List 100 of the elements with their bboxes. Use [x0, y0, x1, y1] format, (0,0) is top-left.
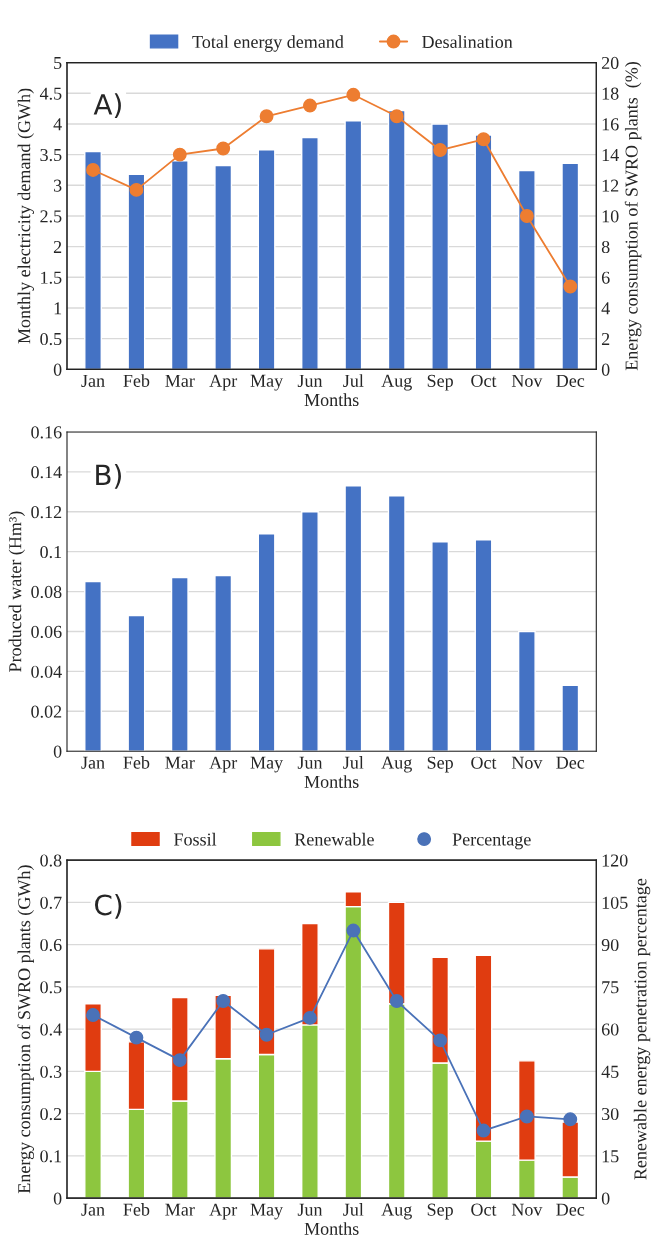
point: [172, 1053, 187, 1068]
point: [86, 1008, 100, 1023]
x-tick-label: Aug: [381, 374, 412, 391]
y-tick-label: 2: [53, 240, 62, 253]
bar: [214, 164, 233, 370]
x-tick-label: Mar: [165, 1203, 195, 1216]
x-tick-label: Feb: [123, 756, 150, 769]
y2-tick-label: 90: [601, 938, 619, 952]
x-tick-label: Feb: [123, 1203, 150, 1216]
bar: [301, 511, 319, 752]
x-tick-label: Jul: [343, 1203, 364, 1216]
bar: [257, 149, 276, 370]
x-tick-label: Aug: [381, 1203, 412, 1220]
legend-label: Total energy demand: [192, 35, 344, 52]
y-tick-label: 0.04: [31, 665, 62, 678]
y2-tick-label: 30: [602, 1107, 619, 1121]
point: [389, 994, 404, 1008]
y-tick-label: 0.14: [31, 466, 62, 479]
y2-tick-label: 0: [601, 363, 610, 376]
bar: [344, 120, 363, 370]
x-tick-label: Sep: [427, 756, 453, 773]
point: [563, 279, 578, 294]
x-tick-label: Dec: [556, 374, 585, 387]
legend-label: Renewable: [294, 832, 374, 846]
y-tick-label: 0.7: [40, 896, 62, 909]
x-tick-label: Nov: [511, 374, 543, 387]
bar: [474, 538, 493, 752]
x-tick-label: Jun: [297, 374, 323, 387]
y2-tick-label: 2: [601, 332, 610, 345]
point: [389, 109, 404, 124]
x-tick-label: Feb: [123, 374, 150, 387]
y2-tick-label: 45: [601, 1065, 619, 1078]
y-tick-label: 4: [53, 118, 62, 131]
y-tick-label: 0.6: [40, 938, 62, 952]
x-tick-label: Dec: [556, 1203, 585, 1216]
x-tick-label: Jun: [297, 756, 323, 769]
x-tick-label: May: [250, 374, 284, 391]
x-tick-label: Jun: [297, 1203, 323, 1216]
point: [519, 209, 534, 223]
y-tick-label: 3.5: [40, 148, 62, 162]
annotation: A): [93, 93, 121, 119]
y-tick-label: 0.3: [40, 1065, 62, 1078]
y-tick-label: 0.1: [40, 545, 62, 559]
y2-tick-label: 4: [601, 302, 610, 315]
y-tick-label: 0.4: [40, 1023, 62, 1036]
bar: [214, 574, 233, 752]
bar: [84, 580, 102, 752]
bar: [474, 134, 493, 370]
y-tick-label: 0.02: [31, 705, 62, 718]
y2-tick-label: 15: [602, 1150, 619, 1163]
y-tick-label: 0.06: [31, 625, 62, 638]
point: [259, 1027, 274, 1042]
point: [172, 147, 187, 162]
y2-tick-label: 8: [601, 240, 610, 254]
y2-tick-label: 10: [602, 210, 619, 223]
x-tick-label: Jan: [81, 1203, 105, 1216]
x-tick-label: Mar: [165, 374, 195, 387]
bar: [387, 109, 406, 370]
bar: [257, 533, 276, 752]
x-tick-label: Jan: [81, 756, 105, 769]
point: [476, 1123, 491, 1138]
y-tick-label: 0.2: [40, 1107, 62, 1121]
annotation: B): [96, 463, 121, 489]
point: [216, 141, 231, 156]
bar: [127, 614, 146, 752]
point: [129, 182, 144, 197]
bar: [431, 123, 450, 370]
x-tick-label: Apr: [209, 1203, 238, 1220]
point: [303, 1010, 317, 1025]
y2-tick-label: 6: [601, 271, 610, 284]
y-tick-label: 0.12: [31, 506, 62, 519]
point: [519, 1109, 534, 1124]
bar: [517, 630, 536, 752]
y-tick-label: 4.5: [39, 87, 62, 100]
legend-label: Desalination: [422, 35, 513, 49]
x-tick-label: Oct: [471, 1203, 497, 1216]
y-tick-label: 3: [53, 179, 62, 192]
bar: [431, 540, 450, 752]
x-tick-label: Mar: [165, 756, 195, 769]
y2-tick-label: 18: [602, 87, 619, 100]
bar: [84, 150, 102, 370]
y2-tick-label: 0: [601, 1192, 610, 1205]
point: [86, 163, 100, 177]
y2-tick-label: 60: [601, 1023, 619, 1036]
point: [433, 143, 448, 157]
point: [216, 994, 231, 1008]
y-tick-label: 0.5: [40, 981, 62, 994]
legend-label: Percentage: [452, 833, 531, 850]
bar: [517, 169, 536, 370]
y2-tick-label: 16: [602, 118, 619, 131]
y-axis-title: Energy consumption of SWRO plants (GWh): [17, 865, 35, 1194]
x-tick-label: Apr: [209, 374, 238, 391]
bar: [387, 495, 406, 752]
x-tick-label: Aug: [381, 756, 412, 773]
bar: [344, 485, 363, 752]
y-tick-label: 0.5: [40, 332, 62, 346]
point: [346, 87, 361, 102]
x-tick-label: Dec: [556, 756, 585, 769]
point: [346, 923, 361, 938]
y2-tick-label: 75: [602, 981, 619, 994]
